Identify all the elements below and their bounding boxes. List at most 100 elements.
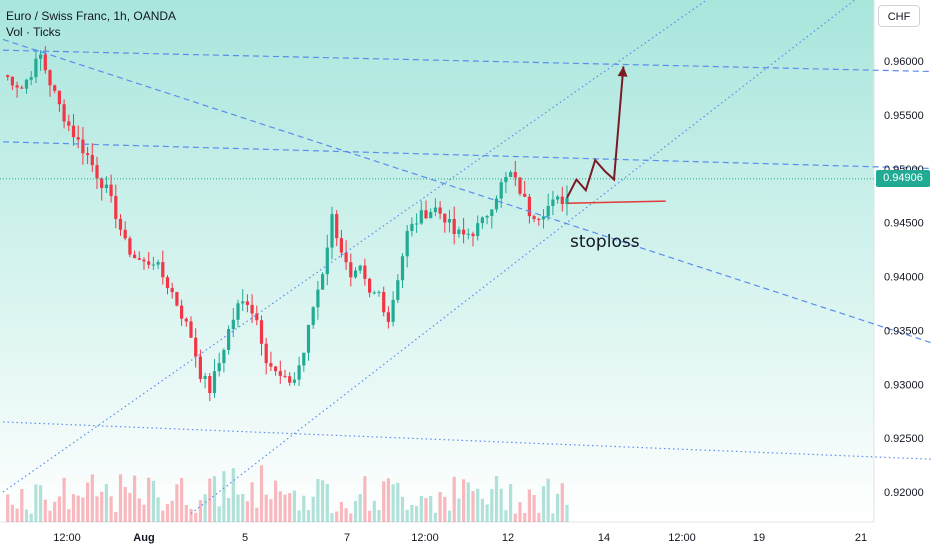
candle-body [471,233,475,237]
candle-body [109,184,113,197]
volume-bar [34,484,38,522]
volume-bar [288,493,292,522]
volume-bar [245,501,249,522]
volume-bar [142,504,146,522]
time-tick-label: 12:00 [668,532,696,544]
volume-bar [353,500,358,522]
volume-bar [306,510,311,522]
volume-bar [151,480,155,522]
candle-body [194,337,198,357]
volume-bar [62,477,66,522]
volume-bar [302,495,306,522]
candle-body [377,291,381,293]
candle-body [250,304,254,314]
candle-body [368,278,372,293]
candle-body [236,303,240,320]
volume-bar [48,510,52,522]
volume-bar [452,476,456,522]
candle-body [10,76,14,86]
candle-body [147,261,151,265]
volume-bar [344,508,348,522]
candle-body [494,198,499,210]
candle-body [212,371,217,394]
candle-body [34,58,38,78]
plot-background [0,0,874,522]
volume-bar [278,491,282,522]
time-tick-label: 12:00 [53,532,81,544]
candlesticks [6,46,569,402]
volume-bar [415,505,419,522]
candle-body [504,176,508,183]
volume-bar [241,493,245,522]
candle-body [466,233,470,235]
candle-body [330,214,334,248]
candle-body [499,182,503,199]
candle-body [518,177,522,194]
candle-body [480,217,484,224]
volume-bar [433,512,437,522]
volume-bar [269,499,273,522]
candle-body [86,153,90,156]
volume-bar [231,468,235,522]
current-price-badge: 0.94906 [876,170,930,187]
volume-bar [292,490,296,522]
candle-body [118,218,123,230]
candle-body [104,184,108,189]
candle-body [546,205,550,217]
candle-body [53,85,57,91]
candle-body [217,363,221,372]
volume-bar [541,486,546,522]
candle-body [302,352,306,366]
volume-bar [424,498,428,522]
candle-body [476,223,480,237]
volume-bar [100,491,104,522]
candle-body [485,215,489,218]
candle-body [551,199,555,206]
candle-body [297,365,301,380]
price-tick-label: 0.96000 [884,56,924,68]
candle-body [560,196,564,205]
candle-body [405,230,409,257]
volume-bar [24,509,29,522]
dashed-trendline [2,49,932,73]
volume-bar [133,475,137,522]
volume-bar [165,503,170,522]
candle-body [231,319,235,330]
volume-bar [527,489,531,522]
volume-bar [358,494,362,522]
candle-body [259,320,264,344]
volume-bar [504,510,508,522]
dashed-trendline [2,38,932,344]
volume-bar [283,494,287,522]
price-tick-label: 0.95500 [884,110,924,122]
stoploss-line [566,200,666,204]
volume-indicator-label[interactable]: Vol · Ticks [6,25,61,39]
volume-bar [556,493,560,522]
candle-body [255,313,259,321]
time-tick-label: 14 [598,532,610,544]
candle-body [114,196,118,219]
volume-bar [170,500,174,522]
chart-title: Euro / Swiss Franc, 1h, OANDA [6,9,177,23]
volume-bar [53,501,57,522]
volume-bar [311,496,315,522]
candle-body [353,270,358,278]
candle-body [447,218,452,223]
candle-body [457,229,461,234]
candle-body [372,292,376,294]
candle-body [43,54,47,71]
candle-body [424,210,428,219]
candle-body [278,371,282,376]
candle-body [222,349,226,364]
volume-bar [349,513,353,522]
candle-body [433,207,437,213]
volume-bar [123,486,127,522]
volume-bar [156,497,160,522]
currency-button[interactable]: CHF [878,5,920,27]
candle-body [151,264,155,266]
candle-body [358,265,362,271]
candle-body [541,216,546,220]
candle-body [527,196,531,217]
volume-bar [71,494,76,522]
